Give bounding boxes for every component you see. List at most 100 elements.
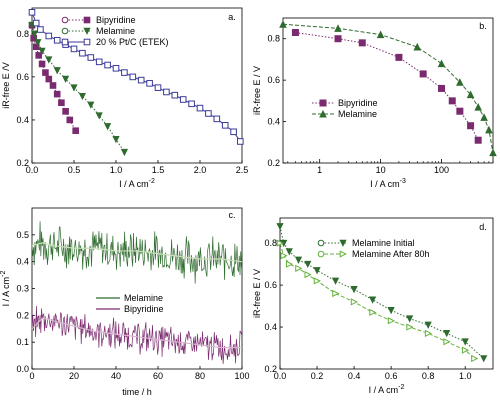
data-point — [196, 104, 204, 112]
y-tick-label: 0.2 — [16, 310, 29, 320]
legend-label: Melamine After 80h — [352, 249, 430, 259]
x-tick-label: 0.4 — [348, 371, 361, 381]
data-point — [112, 136, 120, 144]
data-point — [304, 260, 312, 269]
data-point — [62, 108, 69, 115]
data-point — [32, 43, 40, 51]
data-point — [104, 61, 111, 69]
plot-frame — [279, 217, 494, 370]
y-tick-label: 0.8 — [16, 29, 29, 39]
data-point — [95, 58, 103, 66]
data-point — [395, 53, 403, 61]
y-tick-label: 0.6 — [267, 75, 280, 85]
legend-label: Bipyridine — [96, 15, 136, 25]
x-tick-label: 20 — [69, 371, 79, 381]
data-point — [489, 148, 497, 157]
legend-marker — [83, 16, 91, 24]
x-tick-label: 0.6 — [385, 371, 398, 381]
x-axis-label: I / A cm-3 — [370, 178, 406, 189]
x-tick-label: 0.8 — [422, 371, 435, 381]
series-trend-line — [31, 242, 243, 263]
legend-marker — [317, 239, 325, 247]
data-point — [112, 64, 120, 72]
y-tick-label: 0.4 — [264, 322, 277, 332]
data-point — [369, 308, 377, 316]
data-point — [448, 97, 456, 105]
data-point — [443, 338, 451, 346]
x-tick-label: 1.5 — [152, 165, 165, 175]
legend-marker — [83, 38, 91, 46]
data-point — [413, 42, 422, 51]
data-point — [32, 19, 40, 27]
data-point — [30, 30, 39, 38]
data-point — [368, 296, 377, 304]
series-line — [282, 23, 494, 153]
data-point — [480, 355, 488, 363]
y-tick-label: 0.2 — [16, 158, 29, 168]
data-point — [291, 29, 299, 36]
x-tick-label: 1 — [317, 165, 322, 175]
data-point — [188, 100, 195, 108]
data-point — [424, 329, 433, 337]
data-point — [37, 26, 44, 33]
data-point — [471, 354, 479, 363]
series-trace — [31, 305, 242, 365]
data-point — [87, 54, 95, 61]
data-point — [331, 277, 340, 285]
data-point — [171, 91, 179, 99]
data-point — [121, 69, 128, 76]
data-point — [61, 75, 70, 83]
series-trace — [31, 221, 242, 284]
data-point — [79, 49, 86, 57]
data-point — [456, 78, 464, 86]
data-point — [38, 60, 46, 68]
legend-label: Melamine — [338, 109, 377, 119]
data-point — [213, 115, 221, 123]
data-point — [38, 47, 46, 55]
data-point — [294, 256, 303, 264]
legend-marker — [61, 27, 69, 35]
panel-a: 0.0 0.5 1.0 1.5 2.0 2.5 0.2 0.4 0.6 0.8 I / A cm-2… — [1, 7, 248, 189]
legend-marker — [339, 239, 347, 247]
x-tick-label: 100 — [234, 371, 249, 381]
plot-frame — [31, 7, 243, 164]
legend-label: 20 % Pt/C (ETEK) — [96, 37, 169, 47]
x-tick-label: 1.0 — [110, 165, 123, 175]
data-point — [221, 122, 229, 129]
data-point — [163, 88, 170, 96]
data-point — [387, 317, 396, 325]
legend-marker — [319, 109, 327, 118]
panel-d: 0.0 0.2 0.4 0.6 0.8 1.00.20.40.60.8I / A cm-2… — [252, 217, 494, 395]
data-point — [276, 239, 284, 247]
x-tick-label: 10 — [376, 165, 386, 175]
data-point — [474, 102, 483, 111]
data-point — [66, 116, 74, 124]
data-point — [304, 271, 312, 279]
y-tick-label: 0.8 — [267, 34, 280, 44]
data-point — [95, 112, 103, 120]
y-tick-label: 0.1 — [16, 337, 29, 347]
y-tick-label: 0.0 — [16, 364, 29, 374]
y-axis-label: iR-free E / V — [252, 66, 262, 115]
data-point — [295, 264, 303, 272]
data-point — [70, 84, 78, 92]
data-point — [230, 128, 237, 136]
data-point — [424, 321, 432, 329]
plot-frame — [31, 207, 243, 370]
data-point — [137, 76, 145, 84]
x-tick-label: 40 — [111, 371, 121, 381]
y-tick-label: 0.6 — [264, 280, 277, 290]
plot-frame — [282, 17, 494, 164]
data-point — [45, 56, 53, 64]
data-point — [467, 122, 475, 130]
y-tick-label: 0.4 — [16, 115, 29, 125]
x-axis-label: time / h — [122, 387, 152, 397]
data-point — [461, 338, 469, 346]
y-tick-label: 0.4 — [267, 117, 280, 127]
data-point — [466, 90, 475, 99]
x-tick-label: 0.5 — [68, 165, 81, 175]
y-axis-label: iR-free E /V — [1, 62, 11, 109]
data-point — [103, 123, 112, 131]
x-tick-label: 2.0 — [194, 165, 207, 175]
